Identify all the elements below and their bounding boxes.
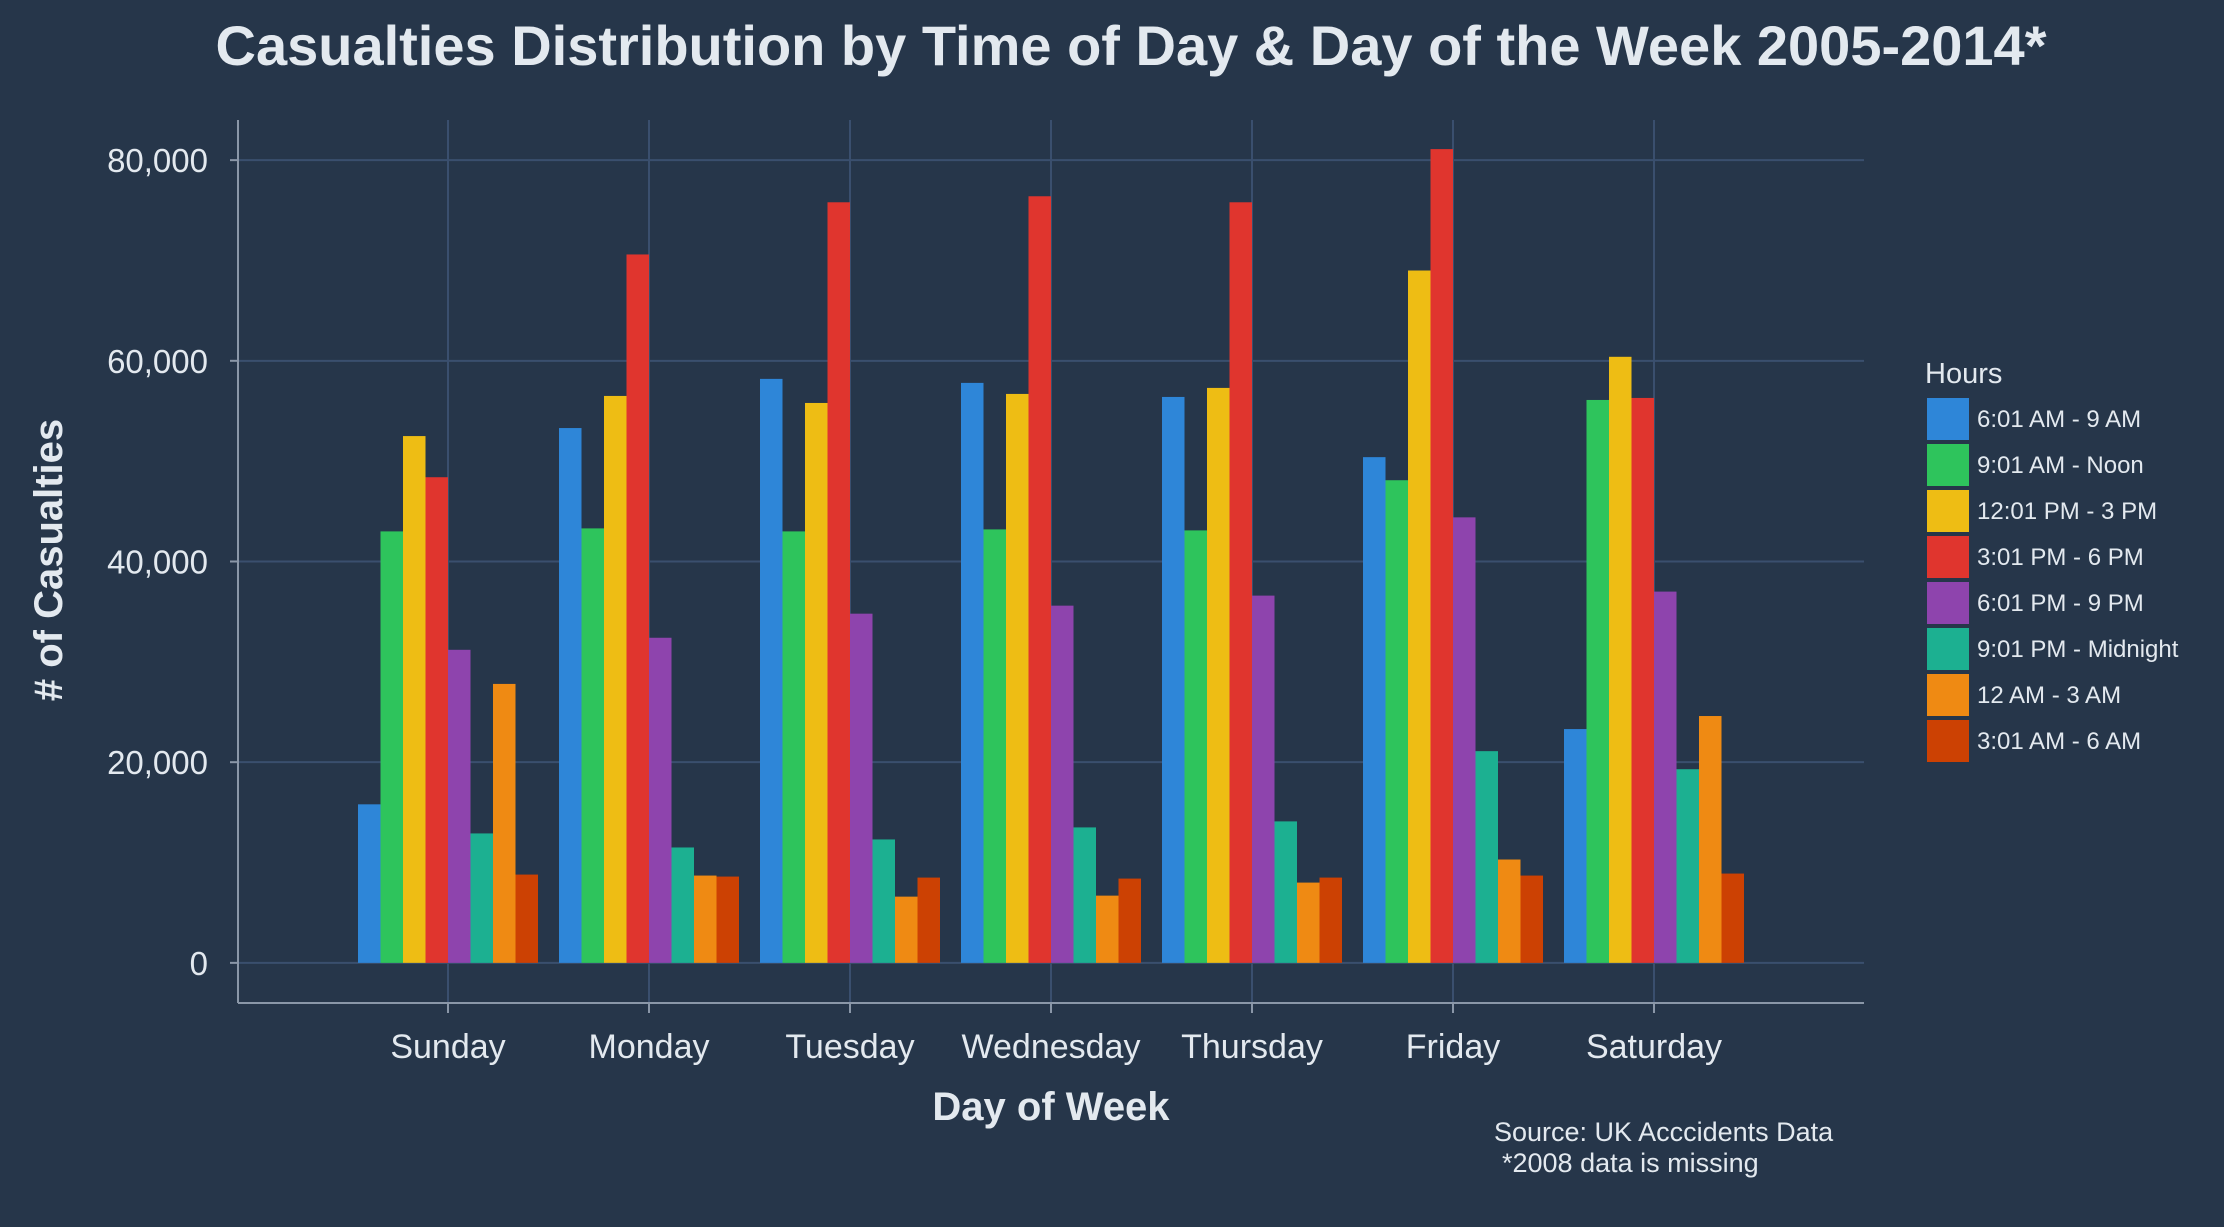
bar — [470, 833, 493, 963]
x-tick-label: Tuesday — [785, 1028, 914, 1066]
source-annotation: Source: UK Acccidents Data — [1494, 1117, 1834, 1147]
bar — [1363, 457, 1386, 963]
bar — [1564, 729, 1587, 963]
x-tick-label: Thursday — [1181, 1028, 1323, 1066]
legend-label: 12:01 PM - 3 PM — [1977, 498, 2157, 525]
y-tick-label: 20,000 — [107, 744, 208, 781]
bar — [1654, 591, 1677, 963]
bar — [1252, 595, 1275, 963]
legend-swatch — [1927, 536, 1969, 578]
legend: Hours 6:01 AM - 9 AM 9:01 AM - Noon 12:01 … — [1925, 358, 2179, 762]
bar — [895, 896, 918, 963]
missing-data-note: *2008 data is missing — [1502, 1148, 1759, 1178]
bar — [716, 876, 739, 963]
bar — [380, 531, 403, 963]
bar — [448, 649, 471, 963]
bar — [1631, 397, 1654, 963]
bar — [1184, 530, 1207, 963]
bar — [626, 254, 649, 963]
bar — [604, 395, 627, 963]
bar — [1721, 873, 1744, 963]
x-tick-label: Monday — [589, 1028, 710, 1066]
legend-title: Hours — [1925, 358, 2002, 390]
legend-label: 12 AM - 3 AM — [1977, 682, 2121, 709]
bar — [1006, 393, 1029, 963]
bar — [1453, 517, 1476, 963]
legend-label: 9:01 PM - Midnight — [1977, 636, 2179, 663]
bar — [1162, 396, 1185, 963]
bar — [917, 877, 940, 963]
bar — [649, 637, 672, 963]
bar — [1118, 878, 1141, 963]
bar — [1297, 882, 1320, 963]
bar — [1051, 605, 1074, 963]
y-tick-label: 40,000 — [107, 544, 208, 581]
y-tick-label: 80,000 — [107, 142, 208, 179]
bar — [493, 683, 516, 963]
bar — [983, 529, 1006, 963]
bar — [515, 874, 538, 963]
bar — [1207, 387, 1230, 963]
legend-swatch — [1927, 720, 1969, 762]
bar — [1676, 769, 1699, 963]
bar — [1430, 149, 1453, 963]
bar — [850, 613, 873, 963]
legend-swatch — [1927, 582, 1969, 624]
bar — [1319, 877, 1342, 963]
legend-label: 9:01 AM - Noon — [1977, 452, 2144, 479]
y-axis-label: # of Casualties — [27, 419, 71, 701]
bar — [581, 528, 604, 963]
x-tick-label: Saturday — [1586, 1028, 1722, 1066]
bar — [425, 477, 448, 963]
chart-title: Casualties Distribution by Time of Day &… — [216, 14, 2047, 77]
legend-label: 6:01 PM - 9 PM — [1977, 590, 2144, 617]
x-tick-label: Friday — [1406, 1028, 1500, 1066]
legend-label: 3:01 AM - 6 AM — [1977, 728, 2141, 755]
legend-swatch — [1927, 398, 1969, 440]
legend-swatch — [1927, 490, 1969, 532]
legend-swatch — [1927, 628, 1969, 670]
bar — [1073, 827, 1096, 963]
bar — [805, 402, 828, 963]
bar — [1274, 821, 1297, 963]
bar — [782, 531, 805, 963]
bar — [1028, 196, 1051, 963]
bar — [760, 378, 783, 963]
bar — [1229, 202, 1252, 963]
bar — [827, 202, 850, 963]
bar — [1699, 716, 1722, 963]
y-ticks: 0 20,000 40,000 60,000 80,000 — [107, 142, 238, 982]
bar — [1385, 480, 1408, 963]
y-tick-label: 60,000 — [107, 343, 208, 380]
bar — [872, 839, 895, 963]
bar — [694, 875, 717, 963]
bar — [358, 804, 381, 963]
x-tick-label: Sunday — [390, 1028, 505, 1066]
x-tick-label: Wednesday — [962, 1028, 1141, 1066]
bar — [1609, 356, 1632, 963]
bar — [671, 847, 694, 963]
bar — [1408, 270, 1431, 963]
legend-swatch — [1927, 444, 1969, 486]
bar — [403, 436, 426, 963]
legend-label: 3:01 PM - 6 PM — [1977, 544, 2144, 571]
bar — [961, 382, 984, 963]
bar — [559, 428, 582, 963]
y-tick-label: 0 — [190, 945, 208, 982]
bar — [1586, 399, 1609, 963]
bar — [1498, 859, 1521, 963]
x-axis-label: Day of Week — [932, 1085, 1170, 1129]
bar — [1475, 751, 1498, 963]
bar — [1096, 895, 1119, 963]
legend-swatch — [1927, 674, 1969, 716]
legend-label: 6:01 AM - 9 AM — [1977, 406, 2141, 433]
x-ticks: Sunday Monday Tuesday Wednesday Thursday Frid… — [390, 1003, 1722, 1066]
bars-layer — [358, 149, 1744, 963]
bar — [1520, 875, 1543, 963]
